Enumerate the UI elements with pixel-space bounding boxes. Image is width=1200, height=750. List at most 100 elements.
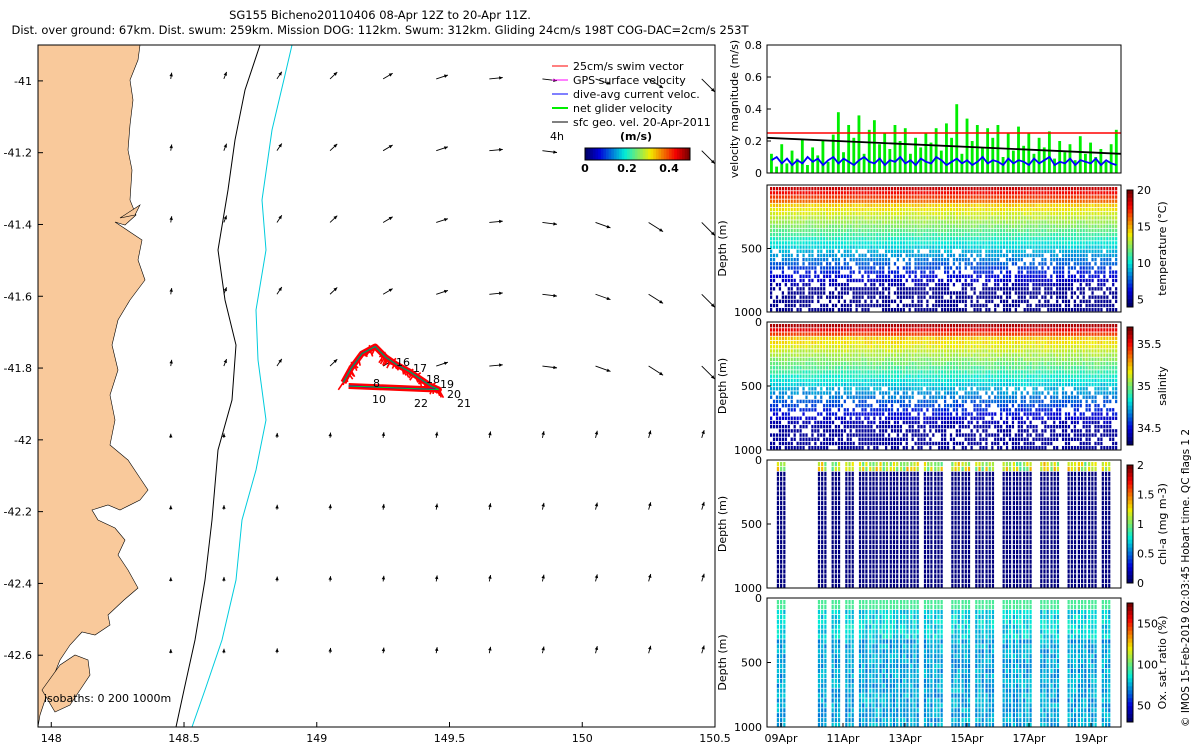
profile-sample [808, 270, 811, 274]
profile-sample [808, 295, 811, 299]
profile-sample [855, 446, 858, 450]
profile-sample [988, 278, 991, 283]
profile-sample [1061, 282, 1065, 287]
profile-sample [1032, 224, 1035, 228]
profile-sample [885, 345, 888, 349]
surface-velocity-arrowhead [443, 74, 448, 78]
profile-sample [1073, 203, 1076, 208]
profile-sample [1061, 266, 1065, 270]
profile-sample [905, 416, 908, 420]
profile-sample [867, 324, 870, 328]
profile-sample [1026, 187, 1029, 191]
profile-sample [814, 270, 817, 274]
profile-sample [823, 353, 826, 357]
profile-sample [796, 391, 799, 395]
profile-sample [902, 345, 905, 349]
profile-sample [1050, 295, 1053, 299]
profile-sample [823, 278, 826, 283]
profile-sample [896, 340, 900, 345]
profile-sample [885, 366, 888, 370]
profile-sample [781, 324, 784, 328]
profile-sample [941, 303, 944, 308]
profile-sample [1053, 191, 1056, 195]
profile-sample [861, 387, 864, 391]
profile-sample [896, 374, 900, 378]
profile-sample [811, 299, 814, 304]
profile-sample [1112, 191, 1115, 195]
profile-sample [805, 232, 808, 237]
profile-sample [893, 361, 897, 366]
profile-sample [796, 324, 799, 328]
profile-sample [823, 282, 826, 287]
profile-sample [837, 340, 841, 345]
profile-sample [890, 207, 894, 212]
profile-sample [799, 237, 802, 241]
profile-sample [1002, 203, 1006, 208]
profile-sample [899, 212, 902, 216]
profile-sample [964, 187, 967, 191]
profile-sample [1008, 232, 1012, 237]
profile-sample [790, 391, 793, 395]
profile-sample [1047, 291, 1050, 295]
profile-sample [775, 299, 779, 304]
profile-sample [944, 299, 947, 304]
profile-sample [802, 220, 805, 224]
profile-sample [784, 382, 787, 387]
net-velocity-bar [1006, 133, 1010, 173]
profile-sample [1032, 203, 1035, 208]
map-ytick-label: -41.2 [4, 147, 32, 160]
profile-sample [976, 299, 979, 304]
profile-sample [805, 191, 808, 195]
profile-sample [775, 399, 779, 404]
profile-sample [873, 433, 876, 437]
profile-sample [775, 353, 779, 357]
profile-sample [1050, 187, 1053, 191]
profile-sample [826, 253, 829, 258]
profile-sample [890, 395, 894, 399]
profile-sample [787, 345, 790, 349]
profile-sample [873, 257, 876, 262]
profile-sample [826, 187, 829, 191]
profile-sample [1005, 203, 1009, 208]
profile-sample [837, 437, 841, 441]
profile-sample [790, 336, 793, 341]
colorbar-cell [590, 148, 594, 160]
profile-sample [846, 303, 849, 308]
profile-sample [994, 207, 997, 212]
profile-sample [873, 195, 876, 199]
profile-sample [1064, 191, 1068, 195]
profile-sample [1073, 195, 1076, 199]
profile-sample [890, 441, 894, 446]
profile-sample [867, 195, 870, 199]
profile-sample [828, 441, 832, 446]
profile-sample [885, 420, 888, 425]
profile-sample [991, 195, 994, 199]
profile-sample [831, 303, 835, 308]
profile-sample [991, 270, 994, 274]
profile-sample [1097, 216, 1100, 220]
profile-sample [849, 324, 852, 328]
profile-sample [849, 345, 852, 349]
profile-sample [1035, 253, 1038, 258]
profile-sample [908, 207, 911, 212]
profile-sample [867, 270, 870, 274]
profile-sample [976, 249, 979, 253]
profile-sample [840, 228, 843, 233]
profile-sample [873, 374, 876, 378]
profile-sample [867, 424, 870, 429]
profile-sample [849, 303, 852, 308]
profile-sample [932, 257, 935, 262]
profile-sample [864, 199, 867, 203]
profile-sample [849, 366, 852, 370]
profile-sample [979, 253, 982, 258]
profile-sample [831, 324, 835, 328]
profile-sample [935, 220, 938, 224]
profile-sample [879, 416, 882, 420]
profile-sample [787, 324, 790, 328]
profile-sample [958, 262, 961, 266]
profile-sample [802, 274, 805, 279]
profile-sample [905, 357, 908, 362]
profile-sample [964, 257, 967, 262]
profile-sample [1070, 274, 1074, 279]
profile-sample [1085, 241, 1088, 245]
